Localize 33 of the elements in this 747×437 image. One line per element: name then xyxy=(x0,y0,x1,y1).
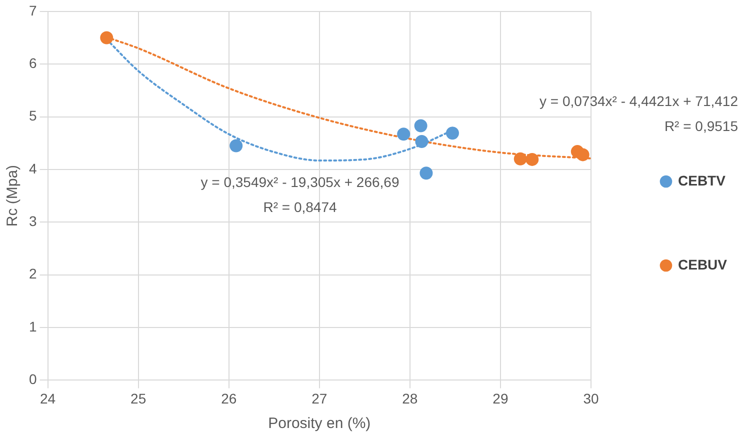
point xyxy=(415,135,428,148)
y-tick-label: 2 xyxy=(28,266,37,282)
point xyxy=(230,139,243,152)
y-tick-label: 3 xyxy=(28,213,37,229)
annotation: y = 0,0734x² - 4,4421x + 71,412 xyxy=(540,92,738,109)
x-tick-label: 30 xyxy=(583,390,599,406)
x-tick-label: 26 xyxy=(221,390,237,406)
x-tick-label: 27 xyxy=(312,390,328,406)
y-axis-title: Rc (Mpa) xyxy=(4,164,22,227)
point xyxy=(514,152,527,166)
x-tick-label: 28 xyxy=(402,390,418,406)
annotation: R² = 0,8474 xyxy=(263,198,337,215)
point xyxy=(526,152,539,166)
y-tick-label: 5 xyxy=(28,108,37,124)
y-tick-label: 4 xyxy=(28,160,37,176)
point xyxy=(420,166,433,180)
y-tick-label: 7 xyxy=(28,2,37,18)
point xyxy=(414,119,428,132)
x-tick-label: 25 xyxy=(130,390,146,406)
point xyxy=(100,31,114,44)
x-tick-label: 24 xyxy=(40,390,56,406)
point xyxy=(397,128,410,141)
y-tick-label: 6 xyxy=(28,54,37,71)
x-axis-title: Porosity en (%) xyxy=(268,415,371,432)
text: R² = 0,9515 xyxy=(664,118,738,134)
legend-label: CEBUV xyxy=(678,256,728,272)
point xyxy=(446,126,459,140)
y-tick-label: 1 xyxy=(28,318,37,334)
y-tick-label: 0 xyxy=(28,371,37,388)
legend-label: CEBTV xyxy=(678,172,726,188)
annotation: y = 0,3549x² - 19,305x + 266,69 xyxy=(200,174,400,190)
x-tick-label: 29 xyxy=(492,390,508,406)
point xyxy=(576,148,590,162)
